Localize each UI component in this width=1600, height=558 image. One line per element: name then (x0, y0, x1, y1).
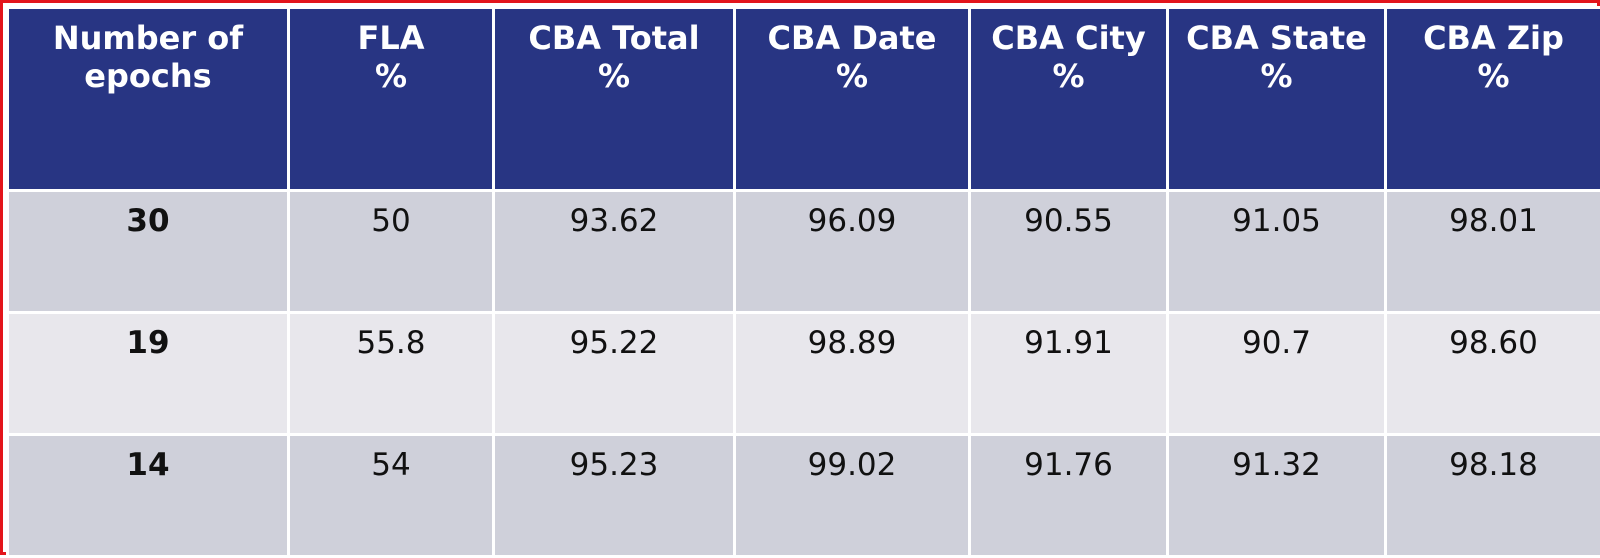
header-cell-cba-date: CBA Date % (735, 8, 970, 191)
epochs-cell: 19 (8, 313, 289, 435)
header-unit: % (971, 57, 1166, 95)
cba-state-cell: 90.7 (1168, 313, 1386, 435)
header-label: FLA (290, 19, 492, 57)
fla-cell: 55.8 (289, 313, 494, 435)
header-cell-cba-total: CBA Total % (494, 8, 735, 191)
table-header: Number of epochs FLA % CBA Total % CBA D… (8, 8, 1600, 191)
header-unit: % (736, 57, 968, 95)
header-cell-cba-state: CBA State % (1168, 8, 1386, 191)
header-cell-epochs: Number of epochs (8, 8, 289, 191)
header-unit: % (495, 57, 733, 95)
header-row: Number of epochs FLA % CBA Total % CBA D… (8, 8, 1600, 191)
header-unit: % (1387, 57, 1600, 95)
cba-zip-cell: 98.01 (1386, 191, 1600, 313)
cba-zip-cell: 98.18 (1386, 435, 1600, 557)
cba-total-cell: 95.22 (494, 313, 735, 435)
header-label: CBA Zip (1387, 19, 1600, 57)
header-label: CBA State (1169, 19, 1384, 57)
fla-cell: 54 (289, 435, 494, 557)
header-cell-cba-zip: CBA Zip % (1386, 8, 1600, 191)
header-label: CBA City (971, 19, 1166, 57)
header-unit: % (1169, 57, 1384, 95)
table-row: 19 55.8 95.22 98.89 91.91 90.7 98.60 (8, 313, 1600, 435)
cba-city-cell: 90.55 (970, 191, 1168, 313)
header-label: Number of (9, 19, 287, 57)
cba-zip-cell: 98.60 (1386, 313, 1600, 435)
epochs-cell: 30 (8, 191, 289, 313)
fla-cell: 50 (289, 191, 494, 313)
cba-state-cell: 91.32 (1168, 435, 1386, 557)
cba-date-cell: 99.02 (735, 435, 970, 557)
epochs-cell: 14 (8, 435, 289, 557)
cba-date-cell: 98.89 (735, 313, 970, 435)
cba-state-cell: 91.05 (1168, 191, 1386, 313)
header-label: CBA Date (736, 19, 968, 57)
header-label: CBA Total (495, 19, 733, 57)
table-row: 14 54 95.23 99.02 91.76 91.32 98.18 (8, 435, 1600, 557)
cba-total-cell: 93.62 (494, 191, 735, 313)
cba-city-cell: 91.91 (970, 313, 1168, 435)
cba-total-cell: 95.23 (494, 435, 735, 557)
cba-date-cell: 96.09 (735, 191, 970, 313)
results-table: Number of epochs FLA % CBA Total % CBA D… (6, 6, 1600, 558)
header-cell-cba-city: CBA City % (970, 8, 1168, 191)
header-label: epochs (9, 57, 287, 95)
header-unit: % (290, 57, 492, 95)
table-body: 30 50 93.62 96.09 90.55 91.05 98.01 19 5… (8, 191, 1600, 557)
table-row: 30 50 93.62 96.09 90.55 91.05 98.01 (8, 191, 1600, 313)
header-cell-fla: FLA % (289, 8, 494, 191)
cba-city-cell: 91.76 (970, 435, 1168, 557)
